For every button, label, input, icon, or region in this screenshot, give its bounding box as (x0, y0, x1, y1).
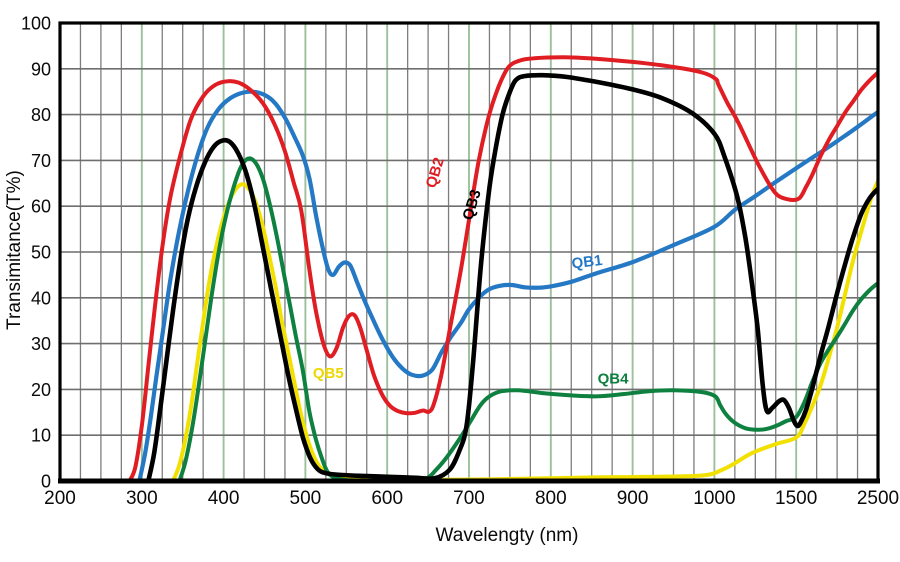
curve-label-QB5: QB5 (313, 365, 344, 382)
y-tick-label: 10 (31, 426, 51, 446)
x-tick-label: 500 (290, 488, 322, 509)
y-tick-label: 80 (31, 105, 51, 125)
curve-label-QB3: QB3 (459, 188, 484, 222)
curve-QB1 (137, 89, 878, 481)
y-tick-label: 50 (31, 243, 51, 263)
x-tick-label: 400 (208, 488, 240, 509)
curve-QB2 (127, 55, 878, 481)
y-tick-label: 20 (31, 380, 51, 400)
curve-label-QB4: QB4 (598, 370, 630, 387)
x-tick-label: 300 (126, 488, 158, 509)
y-tick-label: 100 (21, 14, 51, 34)
x-axis-title: Wavelengty (nm) (435, 525, 579, 546)
curve-QB3 (146, 72, 878, 481)
x-tick-label: 1000 (693, 488, 735, 509)
curve-label-QB1: QB1 (571, 252, 604, 273)
x-tick-label: 600 (371, 488, 403, 509)
y-axis-title: Transimitance(T%) (4, 170, 25, 330)
x-tick-label: 2500 (857, 488, 899, 509)
y-tick-label: 60 (31, 197, 51, 217)
x-tick-label: 800 (535, 488, 567, 509)
y-tick-label: 90 (31, 59, 51, 79)
x-tick-label: 700 (453, 488, 485, 509)
y-tick-label: 40 (31, 288, 51, 308)
x-tick-label: 200 (44, 488, 76, 509)
y-tick-label: 70 (31, 151, 51, 171)
x-tick-label: 900 (617, 488, 649, 509)
x-tick-label: 1500 (775, 488, 817, 509)
y-tick-label: 30 (31, 334, 51, 354)
y-tick-label: 0 (41, 472, 51, 492)
